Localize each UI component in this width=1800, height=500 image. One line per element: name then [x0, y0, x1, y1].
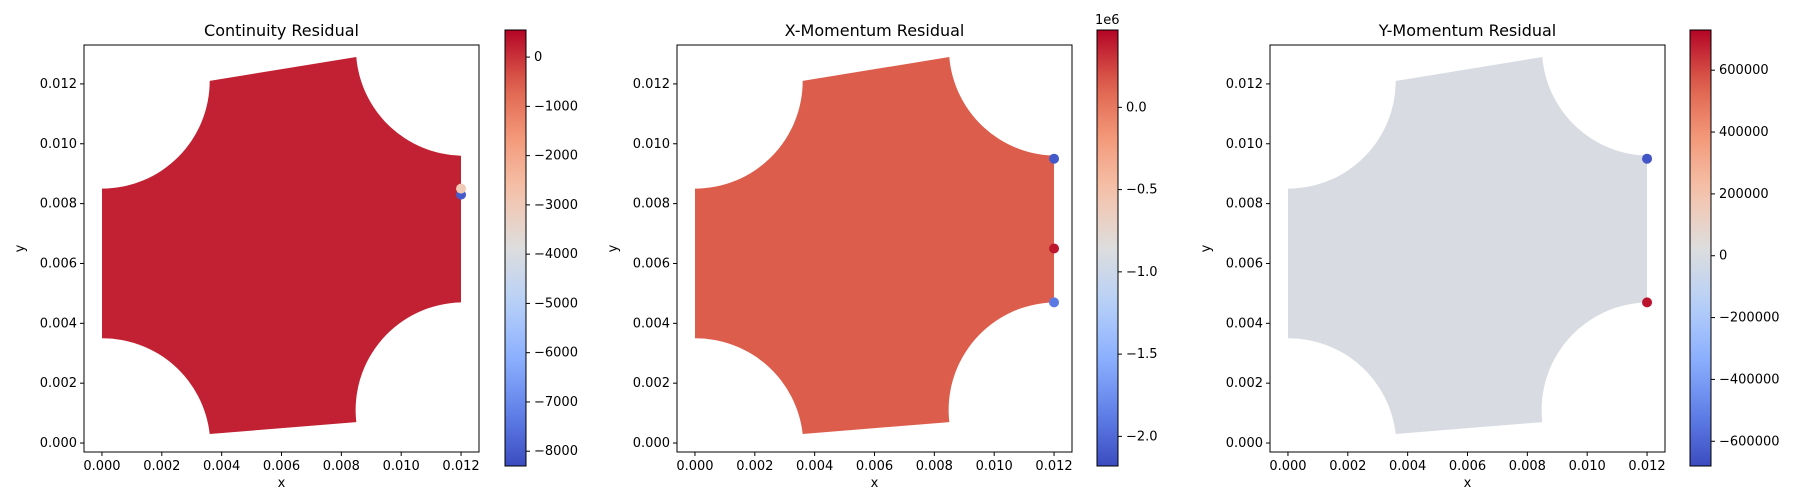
subplot-1: 0.000 0.002 0.004 0.006 0.008 0.010 0.012 0.000… [13, 21, 578, 491]
chart-title: X-Momentum Residual [785, 21, 965, 40]
y-axis-label: y [13, 244, 28, 252]
subplot-3: 0.000 0.002 0.004 0.006 0.008 0.010 0.012 0.000… [1199, 21, 1780, 491]
domain-scatter-fill [695, 57, 1054, 434]
x-tick-label: 0.004 [1389, 459, 1426, 474]
y-axis-label: y [606, 244, 621, 252]
x-tick-label: 0.010 [383, 459, 420, 474]
colorbar-tick-label: −3000 [534, 198, 578, 213]
domain-scatter-fill [1288, 57, 1647, 434]
colorbar-tick-label: 400000 [1719, 125, 1769, 140]
x-tick-label: 0.000 [1269, 459, 1306, 474]
y-tick-label: 0.002 [1226, 376, 1263, 391]
hotspot-point-1 [1642, 153, 1653, 164]
y-tick-label: 0.006 [40, 256, 77, 271]
colorbar-tick-label: −7000 [534, 395, 578, 410]
x-tick-label: 0.008 [916, 459, 953, 474]
y-tick-label: 0.012 [40, 77, 77, 92]
colorbar-tick-label: −8000 [534, 444, 578, 459]
y-tick-label: 0.008 [1226, 197, 1263, 212]
x-tick-label: 0.004 [796, 459, 833, 474]
colorbar-tick-label: −5000 [534, 296, 578, 311]
x-axis-label: x [278, 476, 286, 491]
colorbar-tick-label: −1.0 [1126, 265, 1158, 280]
x-tick-label: 0.010 [1569, 459, 1606, 474]
y-tick-label: 0.012 [1226, 77, 1263, 92]
hotspot-point-2 [456, 183, 467, 194]
hotspot-point-1 [1049, 153, 1060, 164]
y-tick-label: 0.008 [40, 197, 77, 212]
x-tick-label: 0.008 [323, 459, 360, 474]
y-tick-label: 0.006 [1226, 256, 1263, 271]
colorbar-tick-label: −6000 [534, 346, 578, 361]
colorbar-tick-label: −1.5 [1126, 347, 1158, 362]
x-tick-label: 0.006 [1449, 459, 1486, 474]
colorbar-tick-label: −2000 [534, 149, 578, 164]
y-tick-label: 0.000 [633, 436, 670, 451]
colorbar-bar [504, 29, 527, 467]
x-tick-label: 0.004 [203, 459, 240, 474]
x-tick-label: 0.006 [263, 459, 300, 474]
colorbar: 600000 400000 200000 0 −200000 −400000 −600000 [1689, 29, 1780, 467]
colorbar-tick-label: 600000 [1719, 63, 1769, 78]
domain-scatter-fill [102, 57, 461, 434]
colorbar-tick-label: −200000 [1719, 311, 1780, 326]
x-tick-label: 0.002 [1329, 459, 1366, 474]
colorbar-tick-label: 0 [534, 50, 542, 65]
x-tick-label: 0.000 [83, 459, 120, 474]
y-tick-label: 0.010 [40, 137, 77, 152]
y-tick-label: 0.010 [633, 137, 670, 152]
x-tick-label: 0.002 [143, 459, 180, 474]
colorbar-exponent-label: 1e6 [1095, 13, 1120, 28]
y-tick-label: 0.000 [40, 436, 77, 451]
colorbar-tick-label: −0.5 [1126, 183, 1158, 198]
x-axis-label: x [871, 476, 879, 491]
x-tick-label: 0.008 [1509, 459, 1546, 474]
colorbar-tick-label: −600000 [1719, 434, 1780, 449]
y-tick-label: 0.004 [633, 316, 670, 331]
colorbar-tick-label: −400000 [1719, 372, 1780, 387]
x-tick-label: 0.002 [736, 459, 773, 474]
y-tick-label: 0.002 [40, 376, 77, 391]
colorbar-bar [1096, 29, 1119, 467]
colorbar-tick-label: −1000 [534, 99, 578, 114]
hotspot-point-2 [1642, 297, 1653, 308]
x-axis-label: x [1464, 476, 1472, 491]
chart-title: Continuity Residual [204, 21, 359, 40]
colorbar-tick-label: 0 [1719, 249, 1727, 264]
x-tick-label: 0.012 [1628, 459, 1665, 474]
y-tick-label: 0.012 [633, 77, 670, 92]
y-tick-label: 0.000 [1226, 436, 1263, 451]
colorbar-tick-label: −2.0 [1126, 429, 1158, 444]
hotspot-point-3 [1049, 243, 1060, 254]
colorbar: 0 −1000 −2000 −3000 −4000 −5000 −6000 −7000 −800… [504, 29, 578, 467]
colorbar-tick-label: −4000 [534, 247, 578, 262]
chart-title: Y-Momentum Residual [1378, 21, 1556, 40]
y-tick-label: 0.006 [633, 256, 670, 271]
x-tick-label: 0.006 [856, 459, 893, 474]
y-tick-label: 0.004 [40, 316, 77, 331]
x-tick-label: 0.000 [676, 459, 713, 474]
y-tick-label: 0.010 [1226, 137, 1263, 152]
colorbar: 0.0 −0.5 −1.0 −1.5 −2.0 1e6 [1095, 13, 1158, 467]
y-tick-label: 0.004 [1226, 316, 1263, 331]
y-tick-label: 0.008 [633, 197, 670, 212]
y-axis-label: y [1199, 244, 1214, 252]
y-tick-label: 0.002 [633, 376, 670, 391]
colorbar-tick-label: 200000 [1719, 187, 1769, 202]
colorbar-bar [1689, 29, 1712, 467]
hotspot-point-2 [1049, 297, 1060, 308]
x-tick-label: 0.012 [1035, 459, 1072, 474]
x-tick-label: 0.012 [442, 459, 479, 474]
x-tick-label: 0.010 [976, 459, 1013, 474]
colorbar-tick-label: 0.0 [1126, 100, 1147, 115]
subplot-2: 0.000 0.002 0.004 0.006 0.008 0.010 0.012 0.000… [606, 13, 1158, 491]
